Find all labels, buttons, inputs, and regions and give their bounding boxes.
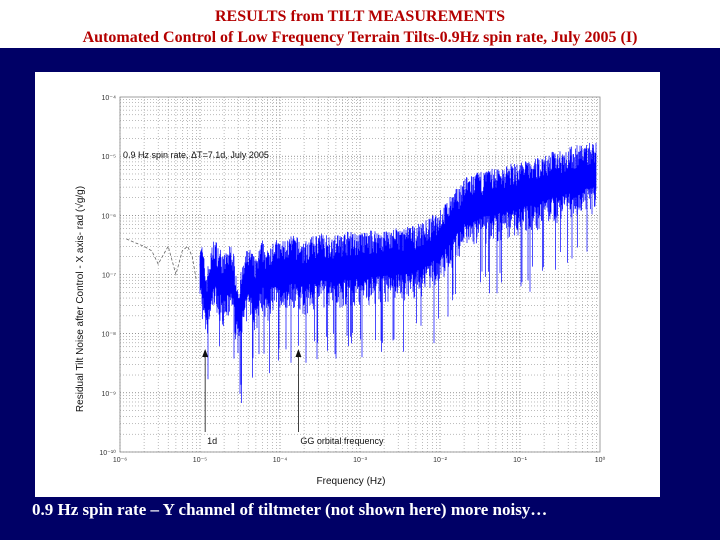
chart-annotation: 0.9 Hz spin rate, ΔT=7.1d, July 2005 [123,150,269,160]
figure-panel: 10⁻⁶ 10⁻⁵ 10⁻⁴ 10⁻³ 10⁻² 10⁻¹ 10⁰ 10⁻⁴ 10⁻⁵ 10⁻⁶ 1… [35,72,660,497]
x-tick-label: 10⁻² [433,457,447,464]
y-tick-label: 10⁻⁸ [102,332,116,339]
y-tick-label: 10⁻⁵ [102,154,116,161]
marker-label: 1d [207,436,217,446]
tilt-noise-chart: 10⁻⁶ 10⁻⁵ 10⁻⁴ 10⁻³ 10⁻² 10⁻¹ 10⁰10⁻⁴10⁻⁵10⁻⁶1… [35,72,660,497]
y-tick-label: 10⁻⁹ [102,391,116,398]
y-tick-label: 10⁻⁴ [102,95,117,102]
slide-caption: 0.9 Hz spin rate – Y channel of tiltmete… [32,500,548,519]
x-tick-label: 10⁻⁴ [273,457,288,464]
y-axis-label: Residual Tilt Noise after Control - X ax… [74,186,86,412]
x-axis-label: Frequency (Hz) [317,476,386,487]
x-tick-label: 10⁻⁵ [193,457,207,464]
slide-title-line1: RESULTS from TILT MEASUREMENTS [214,8,506,25]
marker-label: GG orbital frequency [300,436,384,446]
marker-arrowhead [295,349,302,357]
y-tick-label: 10⁻¹⁰ [99,449,116,457]
series-trace-low-frequency [126,238,197,281]
series-envelope [199,173,597,317]
x-tick-label: 10⁻⁶ [113,457,127,464]
slide-title-bar: RESULTS from TILT MEASUREMENTS Automated… [0,0,720,48]
x-tick-label: 10⁻¹ [513,457,527,464]
marker-arrowhead [202,349,209,357]
chart-ticks: 10⁻⁶ 10⁻⁵ 10⁻⁴ 10⁻³ 10⁻² 10⁻¹ 10⁰10⁻⁴10⁻⁵10⁻⁶1… [99,95,605,464]
x-tick-label: 10⁰ [595,456,606,464]
plot-frame [119,96,601,453]
slide-title-line2: Automated Control of Low Frequency Terra… [82,29,638,46]
x-tick-label: 10⁻³ [353,457,367,464]
chart-markers: 1d GG orbital frequency [202,349,384,446]
y-tick-label: 10⁻⁷ [102,273,116,280]
y-tick-label: 10⁻⁶ [102,213,116,220]
chart-trace [126,142,597,403]
